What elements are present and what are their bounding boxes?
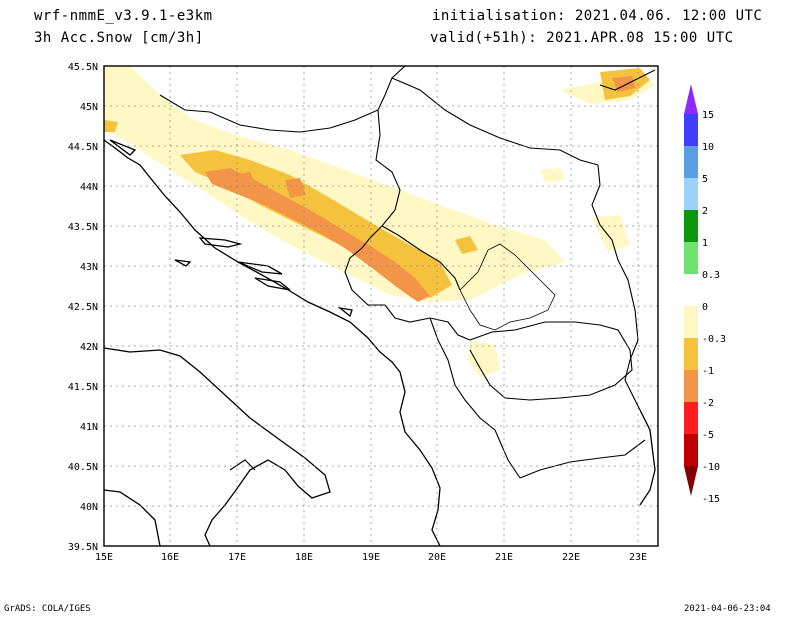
legend-label: 5	[702, 174, 708, 185]
legend-swatch	[684, 114, 698, 146]
color-legend: 15 10 5 2 1 0.3 0 -0.3 -1 -2 -5 -10 -15	[684, 84, 726, 505]
lon-label: 20E	[428, 552, 446, 563]
lon-label: 19E	[362, 552, 380, 563]
lat-label: 45N	[80, 102, 98, 113]
lat-label: 42N	[80, 342, 98, 353]
legend-arrow-top	[684, 84, 698, 114]
lon-label: 17E	[228, 552, 246, 563]
lat-label: 41.5N	[68, 382, 98, 393]
legend-label: -10	[702, 462, 720, 473]
lon-label: 16E	[161, 552, 179, 563]
init-time: initialisation: 2021.04.06. 12:00 UTC	[432, 8, 763, 24]
legend-swatch	[684, 242, 698, 274]
legend-swatch	[684, 306, 698, 338]
lat-axis: 45.5N 45N 44.5N 44N 43.5N 43N 42.5N 42N …	[68, 62, 98, 553]
lon-label: 21E	[495, 552, 513, 563]
model-title: wrf-nmmE_v3.9.1-e3km	[34, 8, 213, 24]
legend-label: -1	[702, 366, 714, 377]
legend-label: 0	[702, 302, 708, 313]
legend-swatch	[684, 274, 698, 306]
lat-label: 42.5N	[68, 302, 98, 313]
grads-credit: GrADS: COLA/IGES	[4, 604, 91, 614]
map-frame	[103, 65, 659, 547]
lat-label: 40N	[80, 502, 98, 513]
legend-label: 10	[702, 142, 714, 153]
lon-label: 15E	[95, 552, 113, 563]
legend-label: 1	[702, 238, 708, 249]
lat-label: 39.5N	[68, 542, 98, 553]
legend-swatch	[684, 146, 698, 178]
lat-label: 45.5N	[68, 62, 98, 73]
legend-label: 2	[702, 206, 708, 217]
lat-label: 44.5N	[68, 142, 98, 153]
legend-swatch	[684, 338, 698, 370]
variable-title: 3h Acc.Snow [cm/3h]	[34, 30, 204, 46]
coastlines	[104, 139, 656, 546]
legend-label: 0.3	[702, 270, 720, 281]
lon-label: 23E	[629, 552, 647, 563]
legend-arrow-bottom	[684, 466, 698, 496]
lon-axis: 15E 16E 17E 18E 19E 20E 21E 22E 23E	[95, 552, 647, 563]
lon-label: 18E	[295, 552, 313, 563]
legend-label: -2	[702, 398, 714, 409]
legend-label: -0.3	[702, 334, 726, 345]
lat-label: 43.5N	[68, 222, 98, 233]
lat-label: 41N	[80, 422, 98, 433]
lat-label: 40.5N	[68, 462, 98, 473]
lat-label: 44N	[80, 182, 98, 193]
plot-timestamp: 2021-04-06-23:04	[684, 604, 771, 614]
legend-swatch	[684, 370, 698, 402]
legend-swatch	[684, 434, 698, 466]
legend-swatch	[684, 210, 698, 242]
legend-swatch	[684, 178, 698, 210]
legend-label: -5	[702, 430, 714, 441]
snow-field	[104, 66, 655, 378]
valid-time: valid(+51h): 2021.APR.08 15:00 UTC	[430, 30, 734, 46]
legend-label: -15	[702, 494, 720, 505]
lat-label: 43N	[80, 262, 98, 273]
legend-label: 15	[702, 110, 714, 121]
lon-label: 22E	[562, 552, 580, 563]
graticule	[104, 66, 658, 546]
legend-swatch	[684, 402, 698, 434]
